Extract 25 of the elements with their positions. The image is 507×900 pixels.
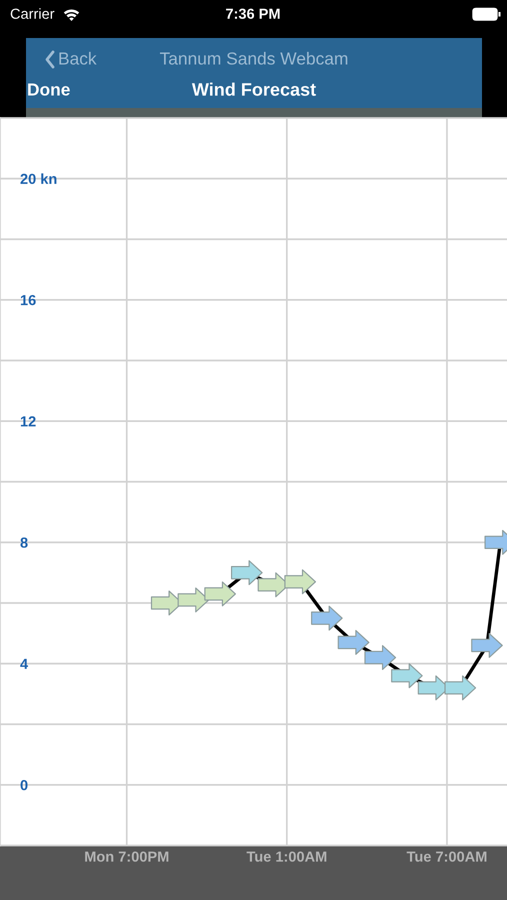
text: Carrier <box>10 8 54 19</box>
y-tick-label: 12 <box>20 416 36 426</box>
y-tick-label: 4 <box>20 658 28 669</box>
point <box>178 588 210 612</box>
chart-title: Wind Forecast <box>192 82 316 96</box>
x-tick-label: Tue 1:00AM <box>246 851 326 862</box>
x-tick-label: Mon 7:00PM <box>85 851 168 862</box>
x-tick-label: Tue 7:00AM <box>406 851 486 862</box>
point <box>444 675 476 700</box>
text: Back <box>59 52 97 65</box>
y-tick-label: 0 <box>20 780 28 790</box>
point <box>338 630 370 655</box>
point <box>311 606 343 631</box>
point <box>364 645 396 670</box>
text: Done <box>28 84 70 96</box>
point <box>284 569 316 594</box>
text: Tannum Sands Webcam <box>160 52 348 65</box>
point <box>230 560 263 586</box>
y-tick-label: 16 <box>20 294 36 306</box>
point <box>391 663 423 688</box>
point <box>471 632 503 658</box>
point <box>204 581 236 606</box>
y-tick-label: 20 kn <box>20 173 56 184</box>
y-tick-label: 8 <box>20 537 28 548</box>
text: 7:36 PM <box>226 8 280 19</box>
